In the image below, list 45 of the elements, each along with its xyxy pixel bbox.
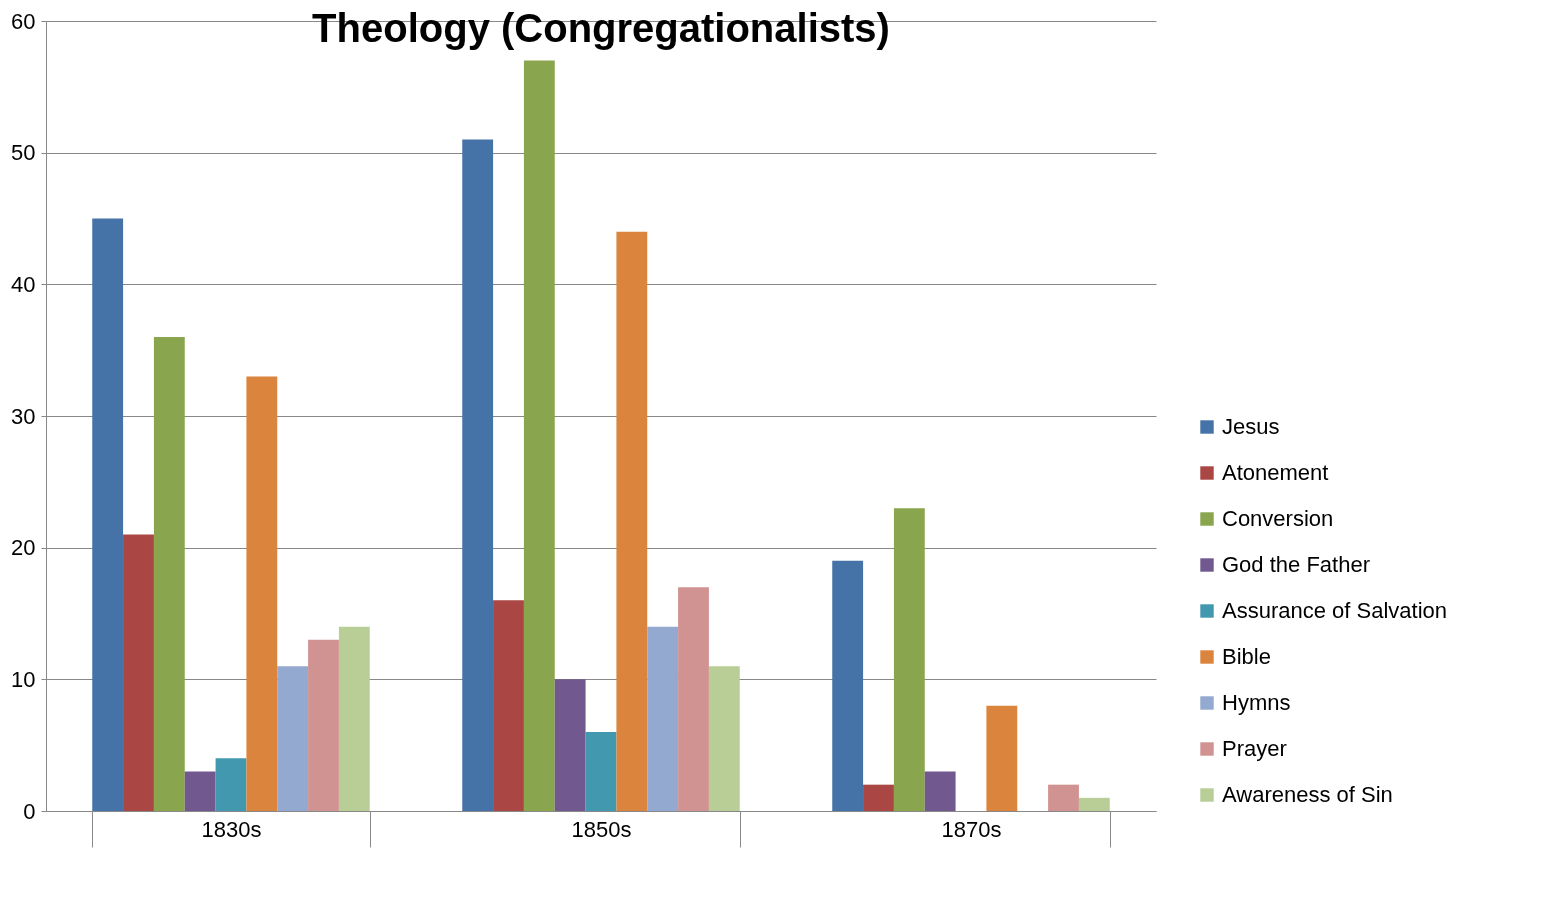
- x-tick-label: 1870s: [941, 816, 1002, 842]
- legend-label: Atonement: [1222, 460, 1329, 485]
- y-tick-label: 40: [11, 271, 36, 297]
- bar: [184, 771, 216, 811]
- legend-label: Assurance of Salvation: [1222, 598, 1448, 623]
- bar: [462, 139, 494, 811]
- chart-title: Theology (Congregationalists): [312, 6, 890, 50]
- y-tick-label: 20: [11, 535, 36, 561]
- bar: [924, 771, 956, 811]
- bar: [863, 784, 894, 811]
- bar: [616, 231, 648, 811]
- bar: [153, 337, 185, 811]
- bar: [678, 587, 709, 811]
- bar: [123, 534, 154, 811]
- bar: [277, 666, 309, 811]
- x-tick-label: 1830s: [201, 816, 262, 842]
- legend-label: Prayer: [1222, 736, 1287, 761]
- legend-label: Conversion: [1222, 506, 1334, 531]
- bar: [215, 758, 247, 811]
- bar: [893, 508, 925, 811]
- y-tick-label: 50: [11, 140, 36, 166]
- y-tick-label: 0: [23, 798, 36, 824]
- bar: [1048, 784, 1079, 811]
- y-tick-label: 30: [11, 403, 36, 429]
- legend-label: Awareness of Sin: [1222, 782, 1393, 807]
- y-tick-label: 10: [11, 666, 36, 692]
- bar: [246, 376, 278, 811]
- legend-label: God the Father: [1222, 552, 1370, 577]
- bar: [832, 560, 864, 811]
- y-tick-label: 60: [11, 8, 36, 34]
- bar: [338, 626, 370, 811]
- bar: [92, 218, 124, 811]
- bar: [493, 600, 524, 811]
- x-tick-label: 1850s: [571, 816, 632, 842]
- bar: [986, 705, 1018, 811]
- legend-label: Bible: [1222, 644, 1271, 669]
- bar: [308, 639, 339, 811]
- bar: [523, 60, 555, 811]
- legend-label: Jesus: [1222, 414, 1280, 439]
- bar: [585, 732, 617, 811]
- bar: [708, 666, 740, 811]
- legend-label: Hymns: [1222, 690, 1291, 715]
- bar: [554, 679, 586, 811]
- bar: [647, 626, 679, 811]
- bar: [1078, 797, 1110, 811]
